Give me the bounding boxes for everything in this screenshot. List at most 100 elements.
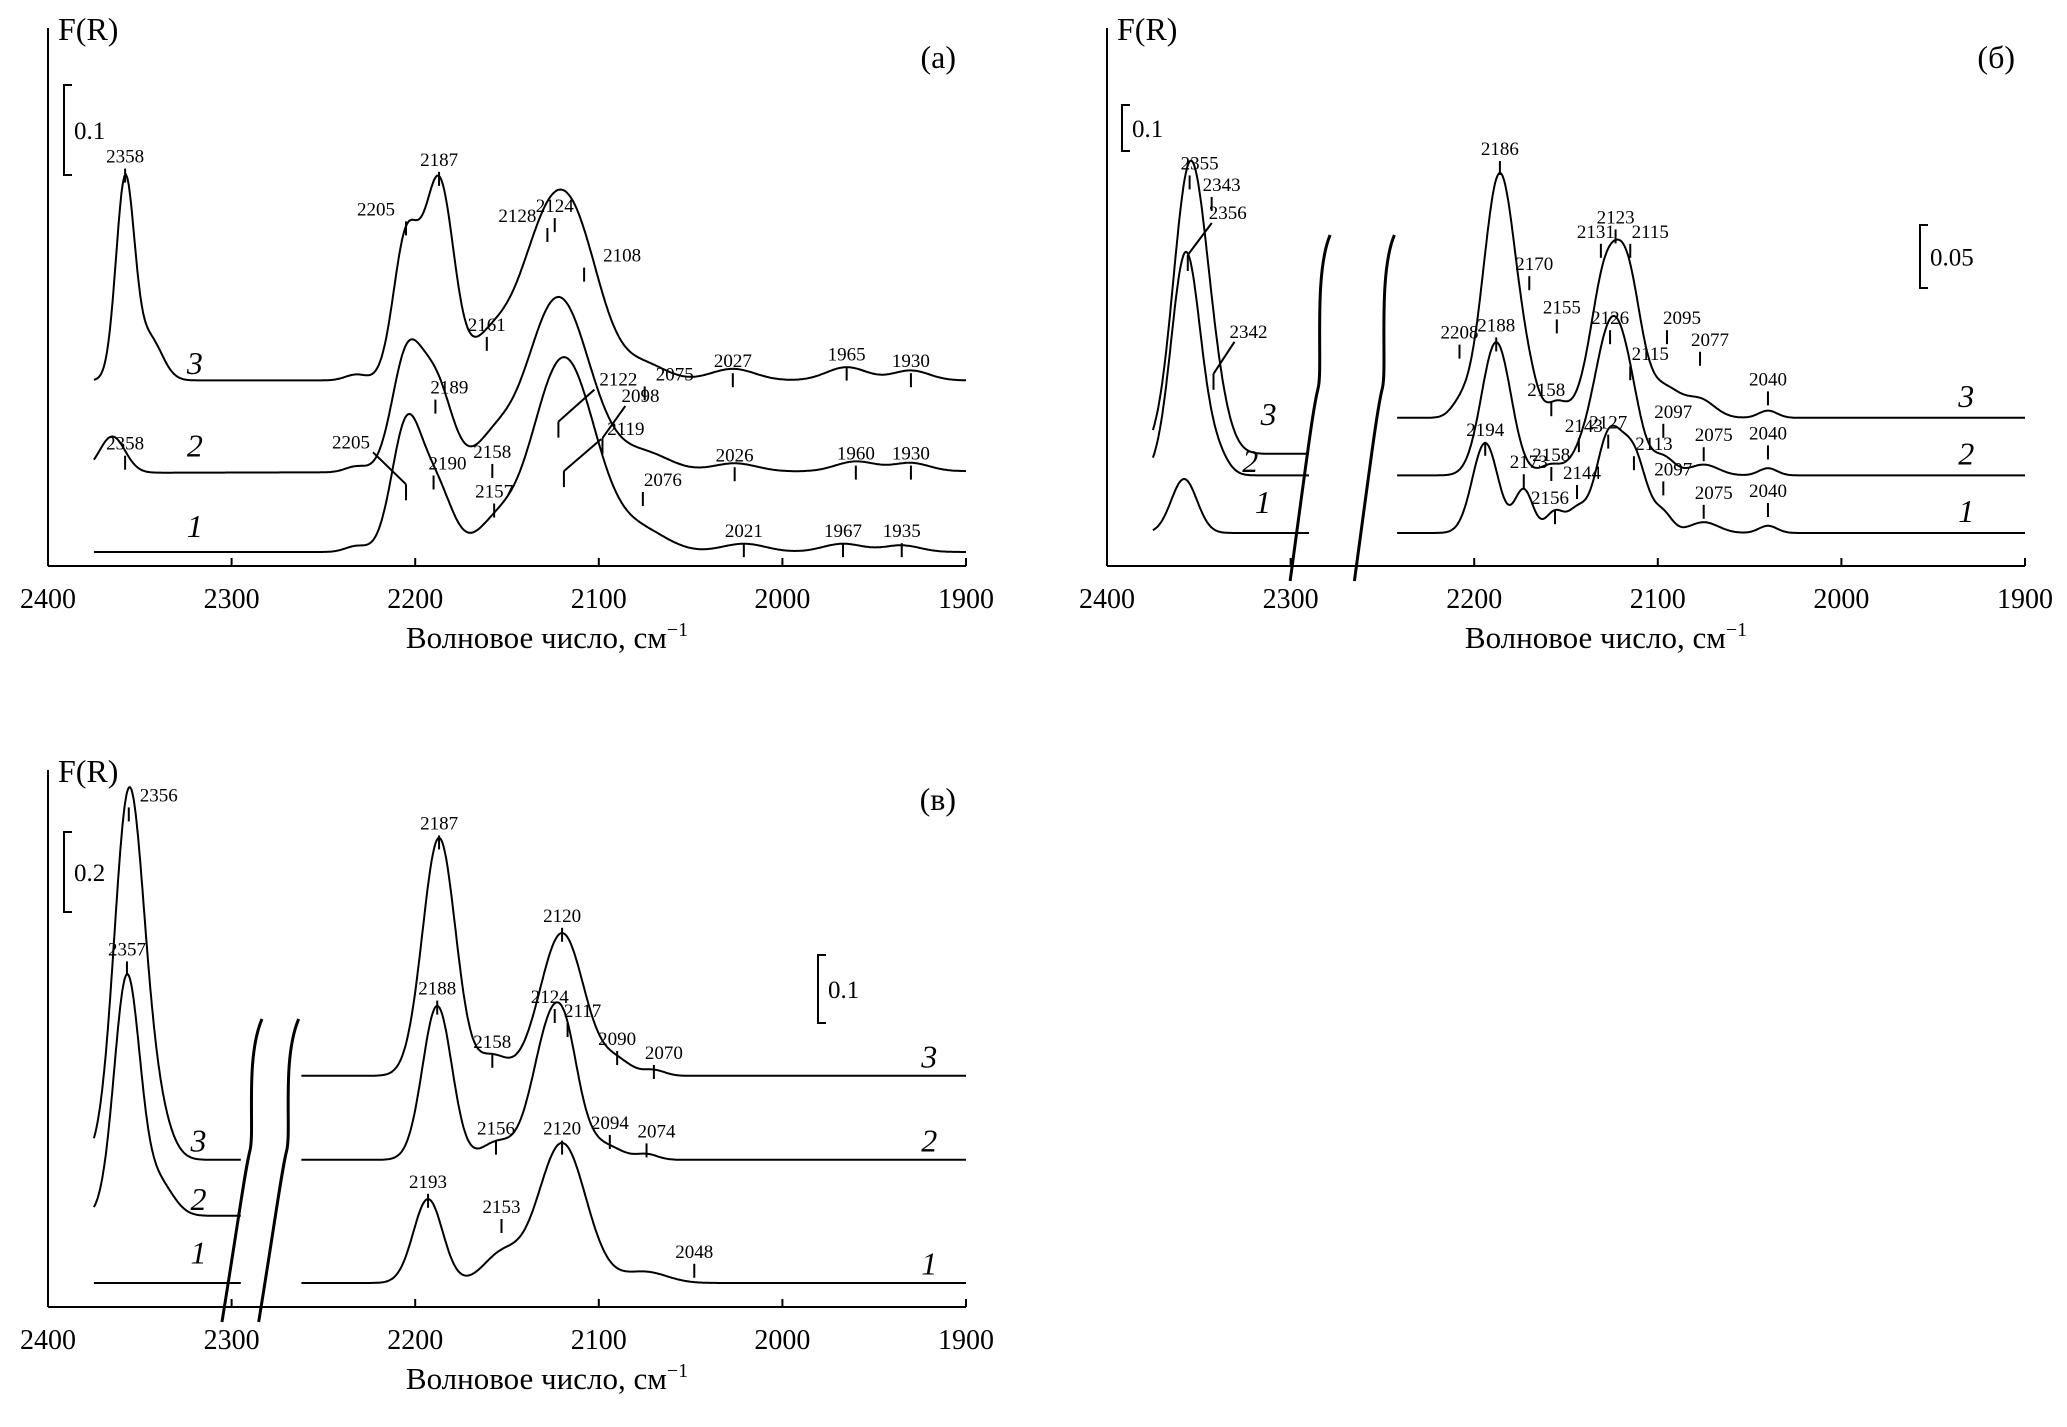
x-axis-label-text: Волновое число, см <box>406 1361 667 1396</box>
peak-label: 2108 <box>603 246 641 267</box>
spectrum-curve-2 <box>1151 250 2025 477</box>
peak-leader <box>372 451 407 486</box>
peak-label: 1935 <box>883 521 921 542</box>
peak-label: 2122 <box>599 370 637 391</box>
peak-label: 1965 <box>828 345 866 366</box>
axis-break-line <box>220 1018 264 1323</box>
curve-number-label: 1 <box>187 508 203 544</box>
spectrum-curve-3 <box>1151 159 2025 455</box>
peak-label: 2188 <box>1477 315 1515 336</box>
x-axis-label-text: Волновое число, см <box>406 620 667 655</box>
x-tick-label: 1900 <box>938 1325 994 1356</box>
peak-label: 2143 <box>1565 416 1603 437</box>
peak-label: 2187 <box>420 813 458 834</box>
peak-label: 2156 <box>1531 488 1569 509</box>
peak-label: 2155 <box>1543 297 1581 318</box>
x-axis-label: Волновое число, см−1 <box>406 1360 688 1396</box>
peak-label: 2117 <box>564 1001 601 1022</box>
scale-bar-label: 0.1 <box>74 118 105 145</box>
peak-label: 2120 <box>543 906 581 927</box>
peak-label: 2208 <box>1441 323 1479 344</box>
spectrum-curve-1 <box>1152 424 2025 534</box>
peak-label: 2358 <box>106 147 144 168</box>
peak-label: 2131 <box>1577 222 1615 243</box>
x-tick-label: 2200 <box>387 1325 443 1356</box>
curve-number-label-right: 3 <box>920 1038 937 1074</box>
spectrum-curve-1 <box>93 1141 966 1284</box>
peak-label: 2090 <box>598 1029 636 1050</box>
peak-label: 2128 <box>498 206 536 227</box>
scale-bar-label: 0.1 <box>1132 116 1163 143</box>
peak-label: 2356 <box>140 785 178 806</box>
peak-label: 2158 <box>473 442 511 463</box>
curve-number-label-right: 2 <box>921 1122 937 1158</box>
x-tick-label: 2400 <box>20 1325 76 1356</box>
peak-label: 2075 <box>1695 483 1733 504</box>
scale-bar <box>1919 224 1928 289</box>
peak-label: 2158 <box>473 1032 511 1053</box>
spectrum-curve-3 <box>93 172 966 382</box>
scale-bar <box>63 84 72 176</box>
peak-leader <box>563 438 602 472</box>
peak-label: 2027 <box>714 351 752 372</box>
peak-label: 2187 <box>420 150 458 171</box>
peak-label: 2190 <box>429 454 467 475</box>
peak-label: 2075 <box>1695 425 1733 446</box>
peak-label: 2040 <box>1749 423 1787 444</box>
scale-bar <box>817 954 826 1024</box>
peak-label: 1967 <box>824 521 862 542</box>
peak-label: 2144 <box>1563 463 1602 484</box>
x-tick-label: 2200 <box>387 584 443 615</box>
peak-label: 2076 <box>644 470 682 491</box>
x-tick-label: 2400 <box>1079 584 1135 615</box>
x-tick-label: 1900 <box>938 584 994 615</box>
peak-leader <box>1186 222 1213 256</box>
peak-label: 2188 <box>418 979 456 1000</box>
peak-label: 2156 <box>477 1119 515 1140</box>
peak-label: 2077 <box>1691 330 1729 351</box>
x-tick-label: 2000 <box>754 1325 810 1356</box>
x-tick-label: 2100 <box>1630 584 1686 615</box>
peak-label: 2040 <box>1749 481 1787 502</box>
peak-label: 2343 <box>1203 175 1241 196</box>
peak-label: 2097 <box>1654 402 1692 423</box>
x-tick-label: 2100 <box>571 584 627 615</box>
peak-label: 2119 <box>607 419 644 440</box>
peak-label: 2124 <box>536 196 575 217</box>
peak-label: 2120 <box>543 1119 581 1140</box>
x-tick-label: 2400 <box>20 584 76 615</box>
x-tick-label: 2000 <box>754 584 810 615</box>
spectrum-curve-2 <box>93 973 966 1217</box>
peak-label: 2094 <box>591 1113 630 1134</box>
curve-number-label: 3 <box>1260 396 1277 432</box>
peak-label: 1930 <box>892 444 930 465</box>
panel-c: 2400 2300 2200 2100 2000 1900 Волновое число, … <box>20 753 994 1396</box>
x-axis-label: Волновое число, см−1 <box>406 619 688 655</box>
peak-label: 2161 <box>468 315 506 336</box>
y-axis-label: F(R) <box>58 11 118 47</box>
spectrum-curve-1 <box>93 356 966 553</box>
curve-number-label: 2 <box>187 427 203 463</box>
peak-leader <box>601 405 627 439</box>
peak-label: 2356 <box>1209 203 1247 224</box>
peak-label: 2021 <box>725 521 763 542</box>
scale-bar-label: 0.2 <box>74 860 105 887</box>
peak-label: 2186 <box>1481 139 1519 160</box>
curve-number-label-right: 1 <box>1958 493 1974 529</box>
axis-break-line <box>257 1018 301 1323</box>
peak-label: 2074 <box>638 1121 677 1142</box>
peak-label: 1930 <box>892 351 930 372</box>
peak-label: 2358 <box>106 434 144 455</box>
peak-label: 2127 <box>1589 413 1627 434</box>
x-axis-label-exponent: −1 <box>1726 619 1747 641</box>
peak-label: 2098 <box>621 386 659 407</box>
scale-bar-label: 0.05 <box>1930 245 1974 272</box>
x-axis-label: Волновое число, см−1 <box>1465 619 1747 655</box>
spectrum-curve-3 <box>92 786 966 1161</box>
peak-label: 2095 <box>1663 308 1701 329</box>
curve-number-label: 3 <box>190 1122 207 1158</box>
peak-label: 2123 <box>1597 207 1635 228</box>
curve-number-label: 1 <box>1255 484 1271 520</box>
axis-break-line <box>1288 234 1332 582</box>
